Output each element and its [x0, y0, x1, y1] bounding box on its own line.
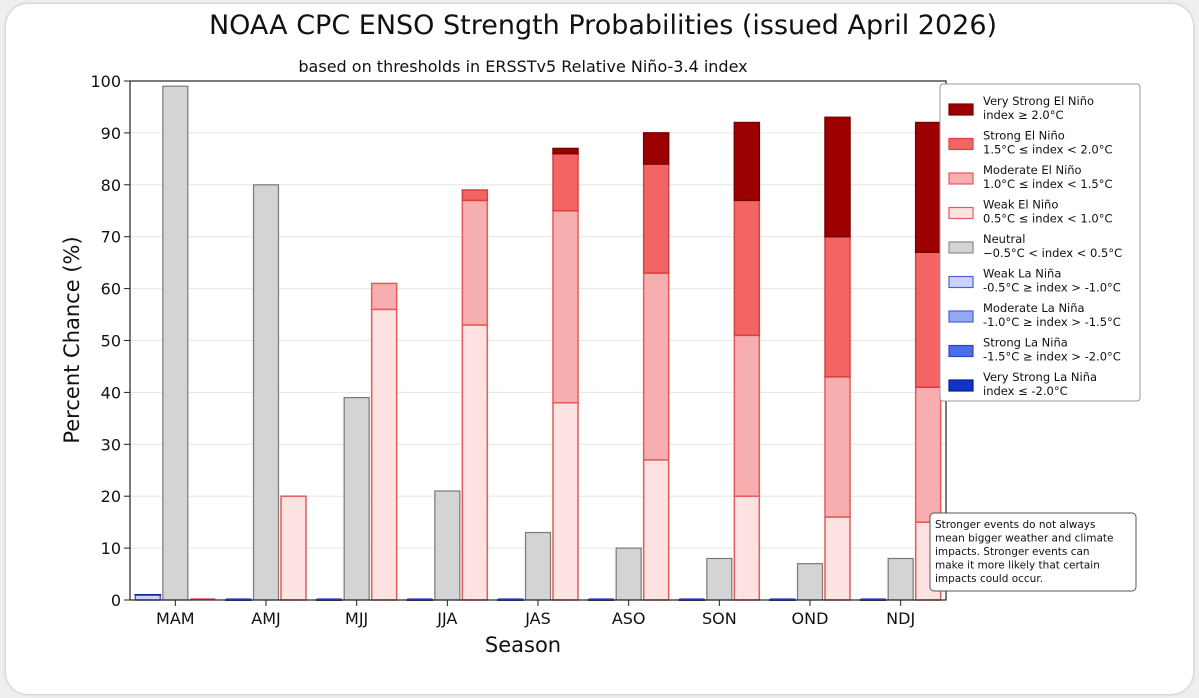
bar-el-nino-SON-3 [733, 121, 761, 202]
bar-el-nino-JAS-0 [552, 402, 579, 601]
bar-el-nino-JJA-2 [461, 189, 489, 202]
legend-label: Strong La Niña [983, 336, 1068, 350]
bar-el-nino-SON-1 [733, 334, 761, 497]
legend-label: Neutral [983, 232, 1025, 246]
chart-title: NOAA CPC ENSO Strength Probabilities (is… [209, 10, 997, 41]
bar-el-nino-SON-2 [733, 199, 761, 337]
note-box: Stronger events do not always mean bigger… [929, 512, 1137, 592]
chart-card: NOAA CPC ENSO Strength Probabilities (is… [6, 4, 1193, 694]
legend-label-range: -0.5°C ≥ index > -1.0°C [983, 281, 1121, 295]
bar-el-nino-ASO-2 [642, 163, 670, 274]
legend-label-range: index ≥ 2.0°C [983, 108, 1063, 122]
x-tick-label: JJA [436, 609, 457, 628]
note-line: mean bigger weather and climate [935, 533, 1113, 545]
legend-swatch [948, 344, 974, 358]
x-axis-label: Season [485, 633, 561, 657]
bar-el-nino-ASO-3 [642, 132, 670, 165]
legend-swatch [948, 137, 974, 151]
bar-el-nino-ASO-0 [642, 459, 670, 601]
bar-el-nino-MJJ-0 [370, 308, 398, 601]
bar-neutral-JJA [434, 490, 461, 601]
legend-label: Weak La Niña [983, 267, 1061, 281]
x-tick-label: MAM [156, 609, 195, 628]
bar-el-nino-MJJ-1 [370, 282, 398, 311]
plot-area: 0 10 20 30 40 50 60 70 80 90 100 MAM AMJ MJJ JJA JAS ASO… [90, 72, 947, 628]
x-tick-label: NDJ [886, 609, 915, 628]
bar-el-nino-OND-3 [824, 116, 851, 238]
legend-label: Very Strong El Niño [983, 94, 1094, 108]
bar-el-nino-ASO-1 [642, 272, 670, 461]
x-tick-label: JAS [524, 609, 551, 628]
x-tick-label: OND [792, 609, 829, 628]
legend-label-range: -1.0°C ≥ index > -1.5°C [983, 315, 1121, 329]
legend-label-range: 1.5°C ≤ index < 2.0°C [983, 143, 1113, 157]
x-tick-label: MJJ [345, 609, 368, 628]
y-tick-label: 10 [101, 539, 121, 558]
bar-neutral-MAM [162, 85, 189, 601]
legend-label: Moderate El Niño [983, 163, 1082, 177]
y-tick-label: 20 [101, 487, 121, 506]
bar-el-nino-JAS-1 [552, 210, 579, 404]
y-tick-label: 50 [101, 332, 121, 351]
bar-el-nino-NDJ-2 [914, 251, 942, 388]
legend-swatch [948, 241, 974, 254]
note-line: Stronger events do not always [935, 519, 1095, 531]
bar-el-nino-OND-2 [824, 235, 851, 378]
y-axis-label: Percent Chance (%) [60, 236, 84, 443]
bar-el-nino-OND-0 [824, 516, 851, 601]
enso-chart: NOAA CPC ENSO Strength Probabilities (is… [60, 10, 1141, 657]
note-frame [929, 512, 1137, 592]
y-tick-label: 60 [101, 280, 121, 299]
legend-swatch [948, 103, 974, 116]
legend-label: Strong El Niño [983, 129, 1065, 143]
note-line: impacts could occur. [935, 573, 1043, 585]
legend-swatch [948, 310, 974, 323]
bar-neutral-JAS [524, 531, 552, 601]
bar-neutral-SON [706, 557, 733, 601]
bar-el-nino-JJA-1 [461, 199, 489, 326]
y-tick-label: 0 [111, 591, 121, 610]
legend-label: Moderate La Niña [983, 301, 1085, 315]
legend-label-range: -1.5°C ≥ index > -2.0°C [983, 350, 1121, 364]
legend-label: Weak El Niño [983, 198, 1058, 212]
y-tick-label: 30 [101, 435, 121, 454]
bar-el-nino-NDJ-1 [914, 386, 942, 523]
y-tick-label: 40 [101, 383, 121, 402]
legend-label-range: −0.5°C < index < 0.5°C [983, 246, 1122, 260]
x-tick-label: AMJ [251, 609, 280, 628]
bar-neutral-OND [796, 563, 824, 601]
bar-neutral-ASO [615, 547, 642, 601]
legend-label-range: 1.0°C ≤ index < 1.5°C [983, 177, 1113, 191]
legend-swatch [948, 275, 974, 289]
y-tick-label: 90 [101, 124, 121, 143]
bar-neutral-NDJ [887, 557, 914, 601]
bar-el-nino-JJA-0 [461, 324, 489, 601]
bar-neutral-MJJ [343, 396, 370, 601]
bar-el-nino-JAS-2 [552, 152, 579, 212]
x-tick-label: SON [702, 609, 737, 628]
bar-la-nina-MAM-0 [134, 594, 162, 601]
bar-el-nino-SON-0 [733, 495, 761, 601]
legend-label-range: 0.5°C ≤ index < 1.0°C [983, 212, 1113, 226]
legend-swatch [948, 172, 974, 185]
bar-el-nino-JAS-3 [552, 147, 579, 155]
bar-el-nino-NDJ-3 [914, 121, 942, 254]
chart-subtitle: based on thresholds in ERSSTv5 Relative … [298, 57, 747, 76]
legend-frame [939, 83, 1141, 402]
note-line: make it more likely that certain [935, 560, 1100, 572]
bar-el-nino-AMJ-0 [280, 495, 307, 601]
legend-label: Very Strong La Niña [983, 370, 1097, 384]
legend-swatch [948, 206, 974, 220]
legend-swatch [948, 379, 974, 392]
bar-el-nino-OND-1 [824, 376, 851, 518]
y-tick-label: 100 [90, 72, 121, 91]
y-tick-label: 70 [101, 228, 121, 247]
y-tick-label: 80 [101, 176, 121, 195]
note-line: impacts. Stronger events can [935, 546, 1090, 558]
x-tick-label: ASO [612, 609, 646, 628]
legend-label-range: index ≤ -2.0°C [983, 384, 1068, 398]
bar-neutral-AMJ [252, 184, 280, 601]
